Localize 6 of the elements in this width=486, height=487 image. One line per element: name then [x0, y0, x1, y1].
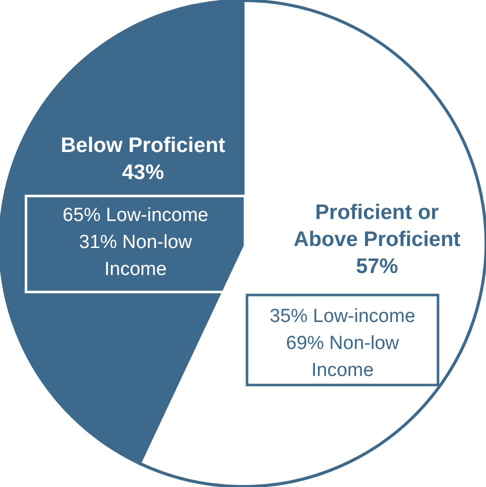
data-label: 43% [122, 161, 164, 184]
text: 35% Low-income 69% Non-low Income [270, 306, 416, 381]
slice-label: Below Proficient [60, 134, 226, 157]
data-label: 57% [356, 255, 398, 278]
text: 65% Low-income 31% Non-low Income [62, 205, 208, 280]
slice-label: Proficient or Above Proficient [294, 201, 460, 251]
